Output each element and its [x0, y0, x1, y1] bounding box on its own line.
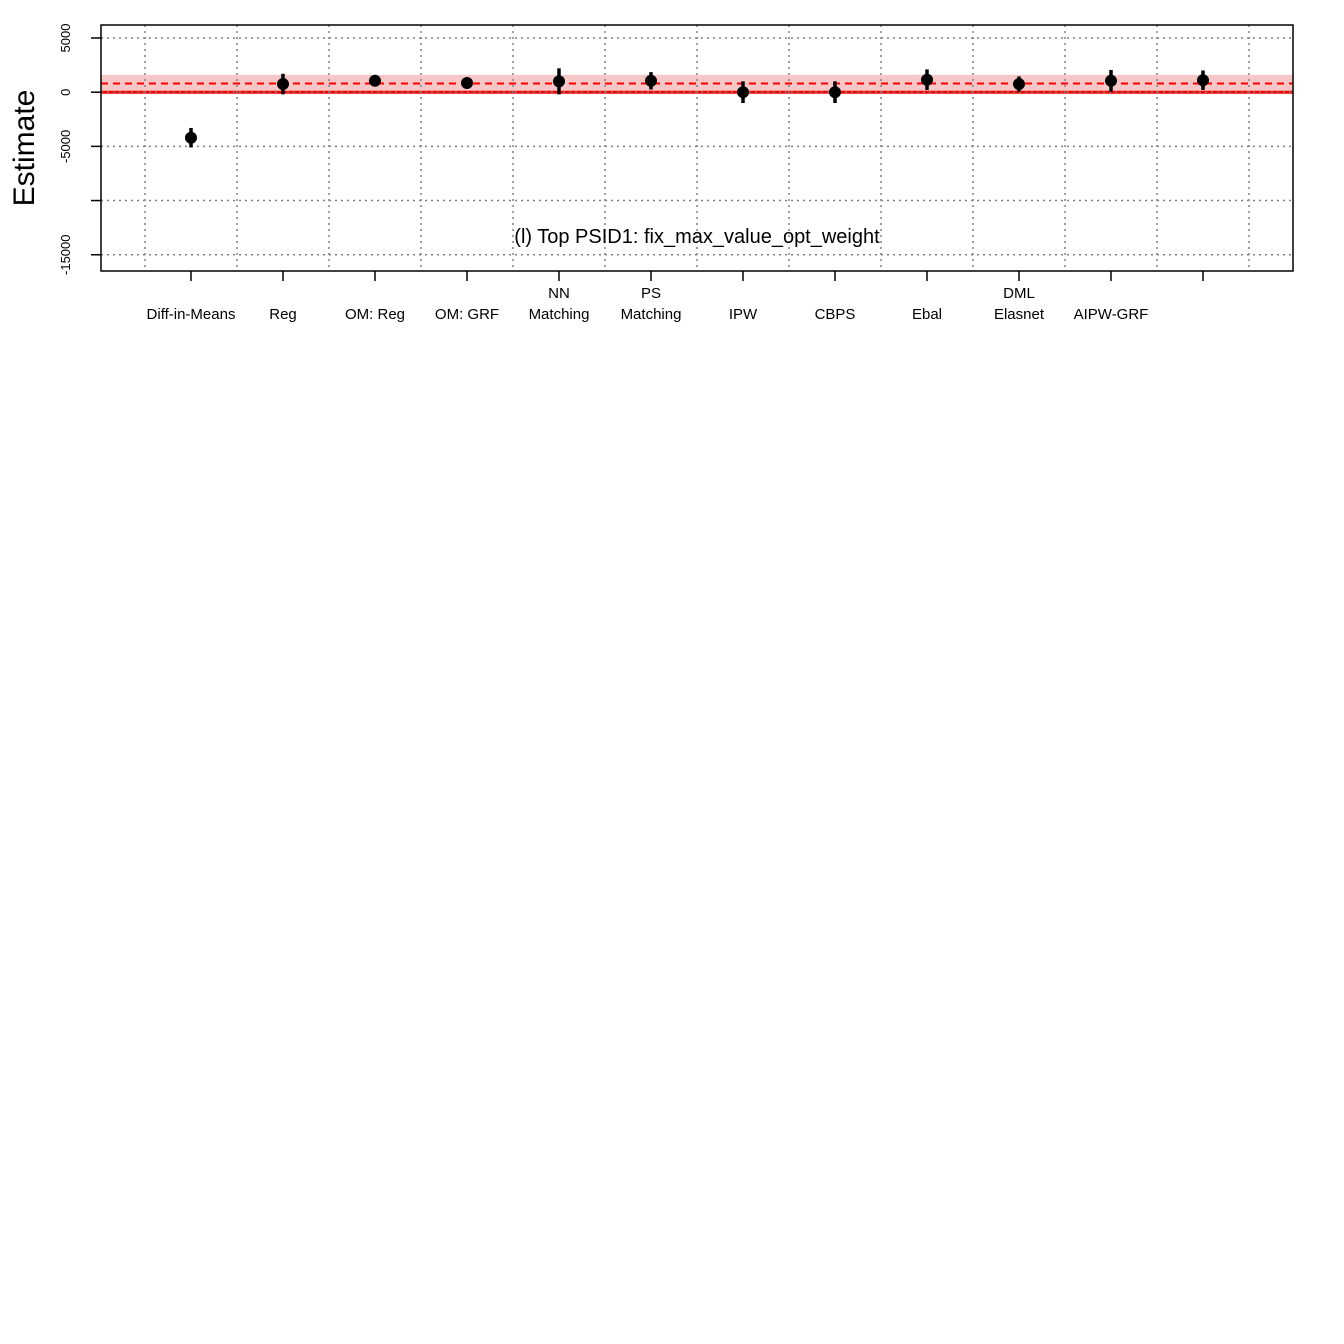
estimate-point	[277, 78, 289, 91]
y-tick-label: 0	[58, 89, 73, 96]
panel-annotation: (l) Top PSID1: fix_max_value_opt_weight	[514, 226, 880, 248]
axis-layer: 5000 0 -5000 -15000 Diff-in-Means Reg OM: Reg O…	[58, 24, 1204, 323]
plot-frame	[100, 24, 1294, 272]
estimate-point	[645, 74, 657, 87]
x-tick-label: Diff-in-Means	[147, 306, 236, 323]
y-tick-label: -5000	[58, 130, 73, 163]
estimate-point	[829, 86, 841, 99]
estimate-point	[1013, 78, 1025, 91]
grid-layer	[101, 25, 1293, 271]
estimate-point	[1105, 74, 1117, 87]
x-tick-label: Matching	[529, 306, 590, 323]
y-tick-label: -15000	[58, 235, 73, 275]
x-tick-label: OM: Reg	[345, 306, 405, 323]
estimate-point	[461, 76, 473, 89]
estimate-point	[553, 75, 565, 88]
x-tick-label: CBPS	[815, 306, 856, 323]
estimate-point	[369, 74, 381, 87]
x-tick-label: NN	[548, 285, 570, 302]
x-tick-label: IPW	[729, 306, 758, 323]
y-axis-label: Estimate	[8, 90, 41, 207]
y-tick-label: 5000	[58, 24, 73, 53]
estimate-point	[921, 73, 933, 86]
benchmark-ci-band	[101, 74, 1293, 93]
x-tick-label: OM: GRF	[435, 306, 499, 323]
x-tick-label: PS	[641, 285, 661, 302]
x-tick-label: Matching	[621, 306, 682, 323]
estimate-point	[1197, 74, 1209, 87]
x-tick-label: Reg	[269, 306, 297, 323]
points-layer	[185, 68, 1209, 148]
estimate-point	[185, 131, 197, 144]
estimate-point	[737, 86, 749, 99]
x-tick-label: AIPW-GRF	[1074, 306, 1149, 323]
x-tick-label: DML	[1003, 285, 1035, 302]
x-tick-label: Ebal	[912, 306, 942, 323]
x-tick-label: Elasnet	[994, 306, 1045, 323]
